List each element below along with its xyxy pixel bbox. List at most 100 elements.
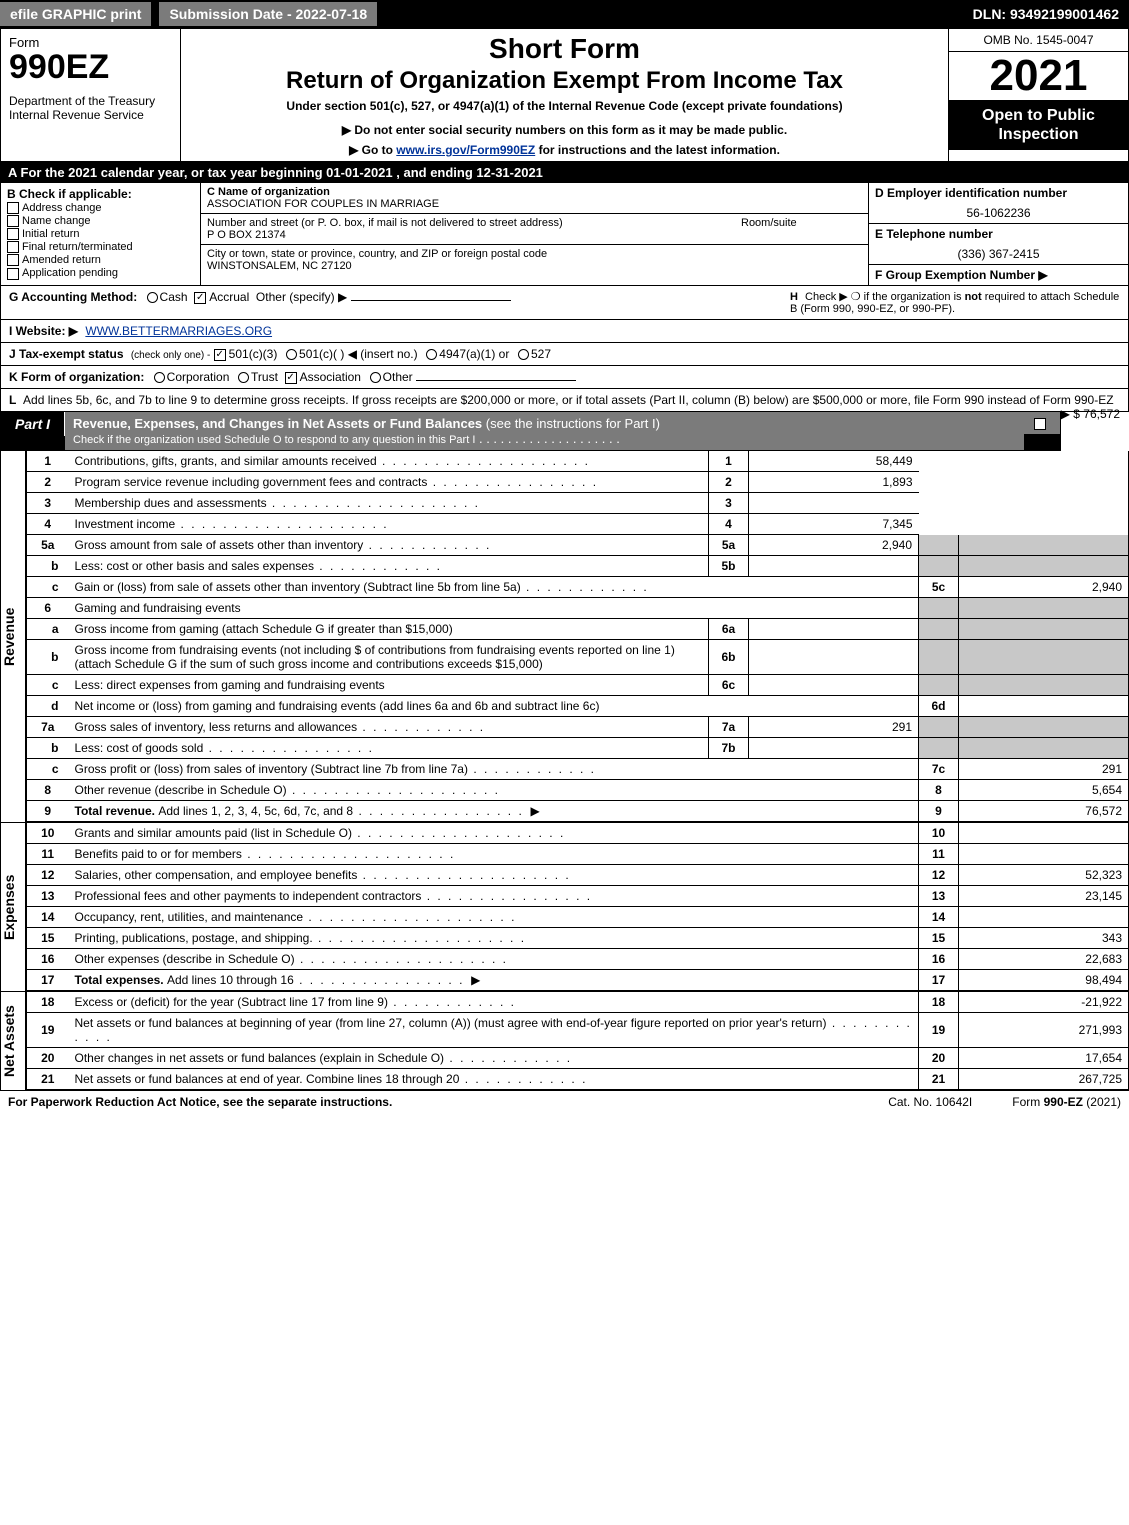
radio-4947[interactable]: [426, 349, 437, 360]
room-label: Room/suite: [741, 217, 797, 229]
cb-final-return[interactable]: Final return/terminated: [7, 241, 194, 253]
cb-accrual[interactable]: ✓: [194, 292, 206, 304]
line-gh: G Accounting Method: Cash ✓Accrual Other…: [0, 286, 1129, 320]
form-number: 990EZ: [9, 50, 172, 84]
ssn-warning: ▶ Do not enter social security numbers o…: [189, 123, 940, 137]
table-row: dNet income or (loss) from gaming and fu…: [27, 696, 1129, 717]
table-row: 18Excess or (deficit) for the year (Subt…: [27, 992, 1129, 1013]
table-row: 11Benefits paid to or for members11: [27, 844, 1129, 865]
netassets-table: 18Excess or (deficit) for the year (Subt…: [26, 992, 1129, 1090]
cb-amended-return[interactable]: Amended return: [7, 254, 194, 266]
l-text: Add lines 5b, 6c, and 7b to line 9 to de…: [23, 393, 1114, 407]
tel-label: E Telephone number: [875, 227, 993, 241]
radio-trust[interactable]: [238, 372, 249, 383]
table-row: bGross income from fundraising events (n…: [27, 640, 1129, 675]
line-i: I Website: ▶ WWW.BETTERMARRIAGES.ORG: [0, 320, 1129, 343]
revenue-table: 1Contributions, gifts, grants, and simil…: [26, 451, 1129, 822]
table-row: 9Total revenue. Add lines 1, 2, 3, 4, 5c…: [27, 801, 1129, 822]
open-inspection: Open to Public Inspection: [949, 100, 1128, 150]
box-c: C Name of organization ASSOCIATION FOR C…: [201, 183, 868, 285]
radio-corp[interactable]: [154, 372, 165, 383]
header-left: Form 990EZ Department of the Treasury In…: [1, 29, 181, 161]
c-name-label: C Name of organization: [207, 186, 330, 198]
under-section: Under section 501(c), 527, or 4947(a)(1)…: [189, 99, 940, 113]
table-row: 7aGross sales of inventory, less returns…: [27, 717, 1129, 738]
cb-501c3[interactable]: ✓: [214, 349, 226, 361]
submission-date: Submission Date - 2022-07-18: [157, 0, 379, 28]
goto-post: for instructions and the latest informat…: [535, 143, 780, 157]
cat-number: Cat. No. 10642I: [888, 1095, 972, 1109]
cb-application-pending[interactable]: Application pending: [7, 267, 194, 279]
radio-501c[interactable]: [286, 349, 297, 360]
h-text: Check ▶ ❍ if the organization is: [805, 291, 965, 303]
tax-year: 2021: [949, 52, 1128, 100]
k-lead: K Form of organization:: [9, 370, 144, 384]
dept-label: Department of the Treasury Internal Reve…: [9, 94, 172, 122]
table-row: 10Grants and similar amounts paid (list …: [27, 823, 1129, 844]
j-lead: J Tax-exempt status: [9, 347, 124, 361]
arrow-icon: ▶: [1038, 268, 1047, 282]
org-city: WINSTONSALEM, NC 27120: [207, 260, 352, 272]
table-row: 4Investment income47,345: [27, 514, 1129, 535]
ein-label: D Employer identification number: [875, 186, 1067, 200]
table-row: 14Occupancy, rent, utilities, and mainte…: [27, 907, 1129, 928]
table-row: bLess: cost of goods sold7b: [27, 738, 1129, 759]
line-a: A For the 2021 calendar year, or tax yea…: [0, 162, 1129, 183]
expenses-label: Expenses: [0, 823, 26, 991]
table-row: aGross income from gaming (attach Schedu…: [27, 619, 1129, 640]
table-row: 15Printing, publications, postage, and s…: [27, 928, 1129, 949]
g-lead: G Accounting Method:: [9, 290, 137, 304]
tel-value: (336) 367-2415: [869, 244, 1128, 264]
table-row: 13Professional fees and other payments t…: [27, 886, 1129, 907]
h-lead: H: [790, 291, 798, 303]
table-row: 8Other revenue (describe in Schedule O)8…: [27, 780, 1129, 801]
cb-address-change[interactable]: Address change: [7, 202, 194, 214]
box-b: B Check if applicable: Address change Na…: [1, 183, 201, 285]
cb-name-change[interactable]: Name change: [7, 215, 194, 227]
efile-label: efile GRAPHIC print: [0, 2, 151, 26]
netassets-label: Net Assets: [0, 992, 26, 1090]
form-ref: Form 990-EZ (2021): [1012, 1095, 1121, 1109]
line-k: K Form of organization: Corporation Trus…: [0, 366, 1129, 389]
radio-other-org[interactable]: [370, 372, 381, 383]
expenses-table: 10Grants and similar amounts paid (list …: [26, 823, 1129, 991]
goto-line: ▶ Go to www.irs.gov/Form990EZ for instru…: [189, 143, 940, 157]
section-bcd: B Check if applicable: Address change Na…: [0, 183, 1129, 286]
revenue-label: Revenue: [0, 451, 26, 822]
netassets-section: Net Assets 18Excess or (deficit) for the…: [0, 992, 1129, 1091]
radio-527[interactable]: [518, 349, 529, 360]
table-row: 16Other expenses (describe in Schedule O…: [27, 949, 1129, 970]
header-mid: Short Form Return of Organization Exempt…: [181, 29, 948, 161]
table-row: 1Contributions, gifts, grants, and simil…: [27, 451, 1129, 472]
org-name: ASSOCIATION FOR COUPLES IN MARRIAGE: [207, 198, 439, 210]
table-row: 6Gaming and fundraising events: [27, 598, 1129, 619]
revenue-section: Revenue 1Contributions, gifts, grants, a…: [0, 451, 1129, 823]
page-footer: For Paperwork Reduction Act Notice, see …: [0, 1091, 1129, 1113]
table-row: 21Net assets or fund balances at end of …: [27, 1069, 1129, 1090]
irs-link[interactable]: www.irs.gov/Form990EZ: [396, 143, 535, 157]
table-row: bLess: cost or other basis and sales exp…: [27, 556, 1129, 577]
box-def: D Employer identification number 56-1062…: [868, 183, 1128, 285]
c-addr-label: Number and street (or P. O. box, if mail…: [207, 217, 563, 229]
c-city-label: City or town, state or province, country…: [207, 248, 547, 260]
dln: DLN: 93492199001462: [963, 2, 1129, 26]
short-form-title: Short Form: [189, 33, 940, 65]
table-row: 19Net assets or fund balances at beginni…: [27, 1013, 1129, 1048]
omb-number: OMB No. 1545-0047: [949, 29, 1128, 52]
part1-title: Revenue, Expenses, and Changes in Net As…: [65, 412, 1024, 450]
table-row: cLess: direct expenses from gaming and f…: [27, 675, 1129, 696]
cb-schedule-o[interactable]: ✓: [1034, 418, 1046, 430]
paperwork-notice: For Paperwork Reduction Act Notice, see …: [8, 1095, 392, 1109]
website-link[interactable]: WWW.BETTERMARRIAGES.ORG: [85, 324, 272, 338]
table-row: 12Salaries, other compensation, and empl…: [27, 865, 1129, 886]
table-row: 20Other changes in net assets or fund ba…: [27, 1048, 1129, 1069]
part1-tab: Part I: [1, 412, 65, 436]
top-bar: efile GRAPHIC print Submission Date - 20…: [0, 0, 1129, 28]
line-j: J Tax-exempt status (check only one) - ✓…: [0, 343, 1129, 366]
radio-cash[interactable]: [147, 292, 158, 303]
l-lead: L: [9, 393, 16, 407]
cb-initial-return[interactable]: Initial return: [7, 228, 194, 240]
header-right: OMB No. 1545-0047 2021 Open to Public In…: [948, 29, 1128, 161]
cb-association[interactable]: ✓: [285, 372, 297, 384]
return-title: Return of Organization Exempt From Incom…: [189, 67, 940, 95]
